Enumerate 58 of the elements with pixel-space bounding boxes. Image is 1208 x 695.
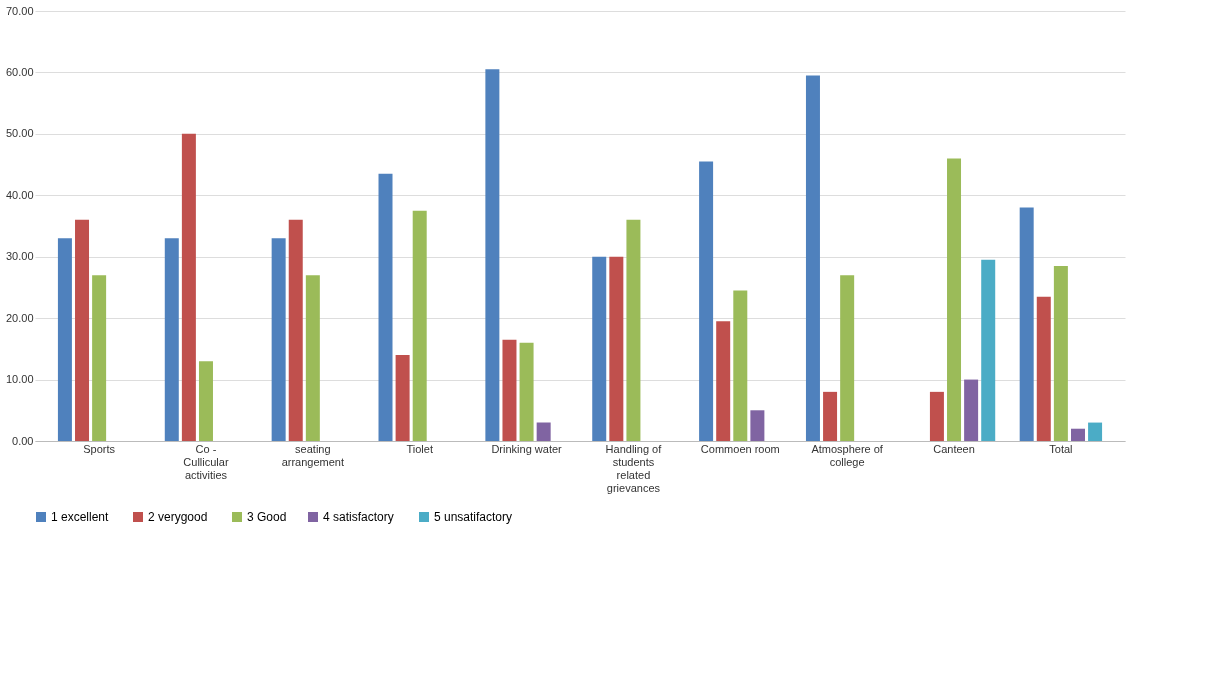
x-tick-label: Drinking water	[491, 442, 563, 455]
bar	[1070, 428, 1085, 441]
legend-label: 2 verygood	[148, 510, 208, 524]
bar	[288, 219, 303, 441]
y-tick-label: 60.00	[5, 65, 34, 78]
bar	[929, 391, 944, 441]
x-tick-label: Total	[1049, 442, 1073, 455]
y-tick-label: 30.00	[5, 250, 34, 263]
bar	[981, 259, 996, 441]
y-tick-label: 20.00	[5, 311, 34, 324]
bar	[1053, 265, 1068, 441]
bar	[395, 355, 410, 441]
x-tick-label: Commoen room	[700, 442, 780, 455]
bar	[592, 256, 607, 441]
bar	[1088, 422, 1103, 441]
y-tick-label: 40.00	[5, 188, 34, 201]
bar	[733, 290, 748, 441]
y-tick-label: 50.00	[5, 127, 34, 140]
bar	[181, 133, 196, 441]
bar	[164, 238, 179, 441]
bar	[485, 69, 500, 441]
legend-label: 3 Good	[247, 510, 287, 524]
legend-label: 5 unsatifactory	[434, 510, 513, 524]
bar	[699, 161, 714, 441]
legend-label: 1 excellent	[51, 510, 110, 524]
x-tick-label: Tiolet	[406, 442, 433, 455]
bar	[519, 342, 534, 441]
x-tick-label: seating arrangement	[281, 442, 345, 468]
bar	[412, 210, 427, 441]
y-tick-label: 70.00	[5, 4, 34, 17]
bar	[1019, 207, 1034, 441]
x-tick-label: Sports	[83, 442, 116, 455]
x-tick-label: Handling of students related grievances	[605, 442, 663, 494]
bar	[75, 219, 90, 441]
bar	[750, 410, 765, 441]
bar	[947, 158, 962, 441]
bar	[964, 379, 979, 441]
bar	[626, 219, 641, 441]
x-tick-label: Canteen	[933, 442, 975, 455]
bar	[57, 238, 72, 441]
bar	[609, 256, 624, 441]
bar	[716, 321, 731, 441]
bar	[92, 275, 107, 441]
bar	[502, 339, 517, 441]
y-tick-label: 10.00	[5, 373, 34, 386]
x-tick-label: Atmosphere of college	[811, 442, 884, 468]
bar	[198, 361, 213, 441]
bar	[271, 238, 286, 441]
x-tick-label: Co - Cullicular activities	[183, 442, 229, 481]
bar	[805, 75, 820, 441]
bar	[840, 275, 855, 441]
bar	[823, 391, 838, 441]
y-tick-label: 0.00	[12, 434, 34, 447]
bar	[536, 422, 551, 441]
bar	[305, 275, 320, 441]
bar	[378, 173, 393, 441]
legend-label: 4 satisfactory	[323, 510, 394, 524]
bar	[1036, 296, 1051, 441]
